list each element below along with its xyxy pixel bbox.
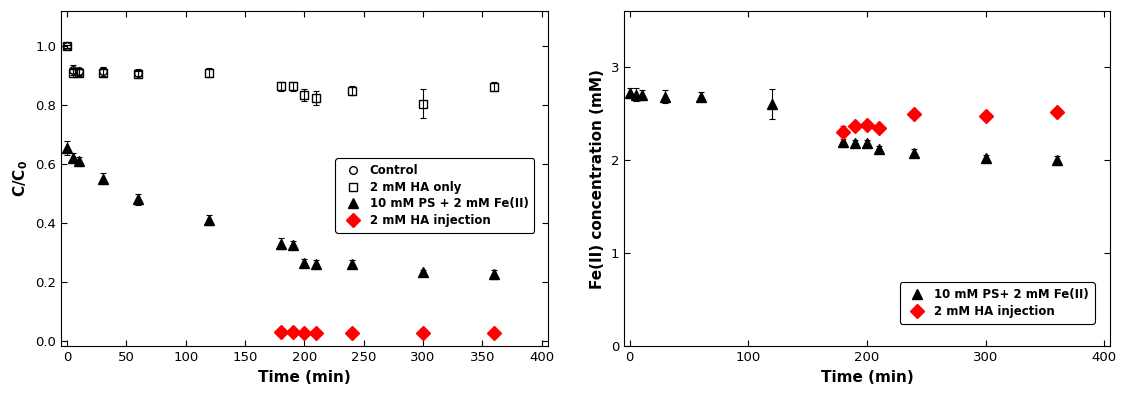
Y-axis label: Fe(II) concentration (mM): Fe(II) concentration (mM) bbox=[590, 69, 605, 289]
X-axis label: Time (min): Time (min) bbox=[259, 370, 351, 385]
Y-axis label: C/C$_0$: C/C$_0$ bbox=[11, 160, 29, 197]
Legend: 10 mM PS+ 2 mM Fe(II), 2 mM HA injection: 10 mM PS+ 2 mM Fe(II), 2 mM HA injection bbox=[900, 282, 1094, 324]
X-axis label: Time (min): Time (min) bbox=[821, 370, 913, 385]
Legend: Control, 2 mM HA only, 10 mM PS + 2 mM Fe(II), 2 mM HA injection: Control, 2 mM HA only, 10 mM PS + 2 mM F… bbox=[335, 158, 534, 233]
